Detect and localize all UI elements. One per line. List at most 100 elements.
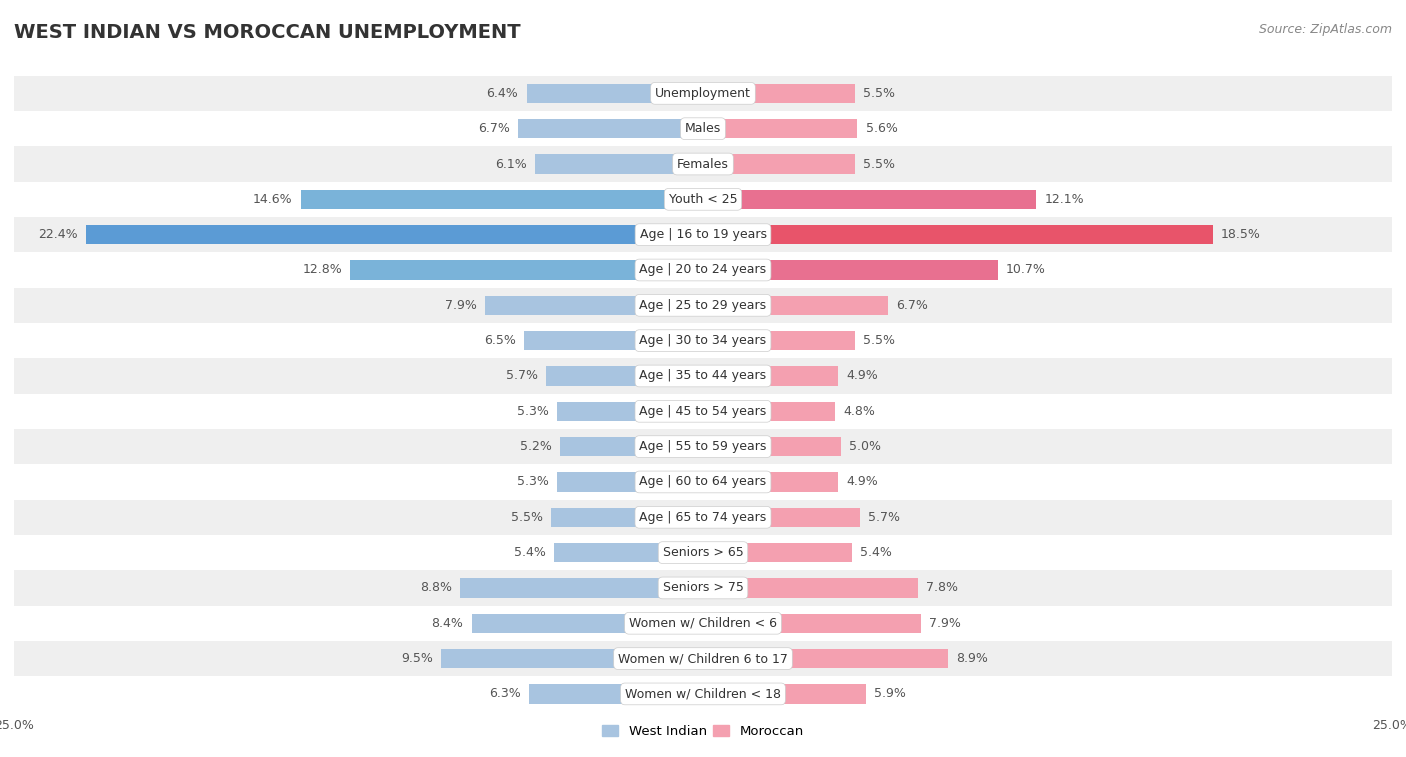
Bar (703, 84, 855, 103)
Text: Seniors > 65: Seniors > 65 (662, 546, 744, 559)
Bar (14, 394, 1392, 429)
Bar (703, 366, 838, 386)
Text: Age | 25 to 29 years: Age | 25 to 29 years (640, 299, 766, 312)
Text: 5.2%: 5.2% (520, 440, 551, 453)
Text: 22.4%: 22.4% (38, 228, 77, 241)
Text: Age | 65 to 74 years: Age | 65 to 74 years (640, 511, 766, 524)
Bar (703, 260, 998, 280)
Bar (14, 288, 1392, 323)
Text: 6.1%: 6.1% (495, 157, 527, 170)
Bar (461, 578, 703, 598)
Text: 5.5%: 5.5% (863, 87, 894, 100)
Text: 5.0%: 5.0% (849, 440, 882, 453)
Bar (703, 190, 1036, 209)
Bar (14, 76, 1392, 111)
Text: 5.4%: 5.4% (515, 546, 546, 559)
Bar (703, 649, 948, 668)
Text: Males: Males (685, 122, 721, 136)
Text: Age | 16 to 19 years: Age | 16 to 19 years (640, 228, 766, 241)
Bar (703, 331, 855, 350)
Text: Age | 60 to 64 years: Age | 60 to 64 years (640, 475, 766, 488)
Text: 4.8%: 4.8% (844, 405, 876, 418)
Legend: West Indian, Moroccan: West Indian, Moroccan (598, 720, 808, 743)
Bar (703, 508, 860, 527)
Text: Youth < 25: Youth < 25 (669, 193, 737, 206)
Text: Women w/ Children < 6: Women w/ Children < 6 (628, 617, 778, 630)
Bar (703, 119, 858, 139)
Text: 8.8%: 8.8% (420, 581, 453, 594)
Bar (703, 578, 918, 598)
Text: 14.6%: 14.6% (253, 193, 292, 206)
Text: Women w/ Children < 18: Women w/ Children < 18 (626, 687, 780, 700)
Text: 5.7%: 5.7% (869, 511, 900, 524)
Bar (14, 358, 1392, 394)
Bar (551, 508, 703, 527)
Bar (14, 464, 1392, 500)
Bar (703, 472, 838, 492)
Text: Seniors > 75: Seniors > 75 (662, 581, 744, 594)
Bar (703, 613, 921, 633)
Bar (519, 119, 703, 139)
Text: Source: ZipAtlas.com: Source: ZipAtlas.com (1258, 23, 1392, 36)
Text: 5.7%: 5.7% (506, 369, 537, 382)
Bar (546, 366, 703, 386)
Bar (560, 437, 703, 456)
Text: 5.3%: 5.3% (517, 405, 548, 418)
Text: 4.9%: 4.9% (846, 475, 879, 488)
Text: 5.4%: 5.4% (860, 546, 891, 559)
Text: 5.5%: 5.5% (863, 157, 894, 170)
Text: Age | 20 to 24 years: Age | 20 to 24 years (640, 263, 766, 276)
Bar (441, 649, 703, 668)
Bar (86, 225, 703, 245)
Bar (485, 296, 703, 315)
Bar (301, 190, 703, 209)
Text: 6.5%: 6.5% (484, 334, 516, 347)
Bar (703, 401, 835, 421)
Bar (14, 535, 1392, 570)
Bar (703, 684, 866, 704)
Bar (527, 84, 703, 103)
Text: 6.4%: 6.4% (486, 87, 519, 100)
Bar (703, 154, 855, 174)
Text: Women w/ Children 6 to 17: Women w/ Children 6 to 17 (619, 652, 787, 665)
Text: 7.9%: 7.9% (446, 299, 477, 312)
Text: 7.9%: 7.9% (929, 617, 960, 630)
Bar (14, 111, 1392, 146)
Text: 8.4%: 8.4% (432, 617, 463, 630)
Text: 5.5%: 5.5% (863, 334, 894, 347)
Text: 6.7%: 6.7% (896, 299, 928, 312)
Text: 10.7%: 10.7% (1007, 263, 1046, 276)
Text: Age | 30 to 34 years: Age | 30 to 34 years (640, 334, 766, 347)
Text: 18.5%: 18.5% (1220, 228, 1261, 241)
Bar (703, 437, 841, 456)
Text: 6.3%: 6.3% (489, 687, 522, 700)
Bar (471, 613, 703, 633)
Bar (557, 401, 703, 421)
Text: 6.7%: 6.7% (478, 122, 510, 136)
Text: Unemployment: Unemployment (655, 87, 751, 100)
Text: 4.9%: 4.9% (846, 369, 879, 382)
Text: Age | 35 to 44 years: Age | 35 to 44 years (640, 369, 766, 382)
Bar (14, 182, 1392, 217)
Bar (14, 217, 1392, 252)
Bar (554, 543, 703, 562)
Text: 8.9%: 8.9% (956, 652, 988, 665)
Bar (14, 429, 1392, 464)
Bar (14, 570, 1392, 606)
Text: 5.6%: 5.6% (866, 122, 897, 136)
Text: WEST INDIAN VS MOROCCAN UNEMPLOYMENT: WEST INDIAN VS MOROCCAN UNEMPLOYMENT (14, 23, 520, 42)
Bar (14, 500, 1392, 535)
Text: Age | 55 to 59 years: Age | 55 to 59 years (640, 440, 766, 453)
Bar (14, 606, 1392, 641)
Bar (557, 472, 703, 492)
Bar (534, 154, 703, 174)
Bar (14, 676, 1392, 712)
Text: Females: Females (678, 157, 728, 170)
Bar (703, 225, 1213, 245)
Text: 5.5%: 5.5% (512, 511, 543, 524)
Text: 12.8%: 12.8% (302, 263, 342, 276)
Text: 9.5%: 9.5% (401, 652, 433, 665)
Text: 5.9%: 5.9% (875, 687, 905, 700)
Bar (14, 252, 1392, 288)
Text: Age | 45 to 54 years: Age | 45 to 54 years (640, 405, 766, 418)
